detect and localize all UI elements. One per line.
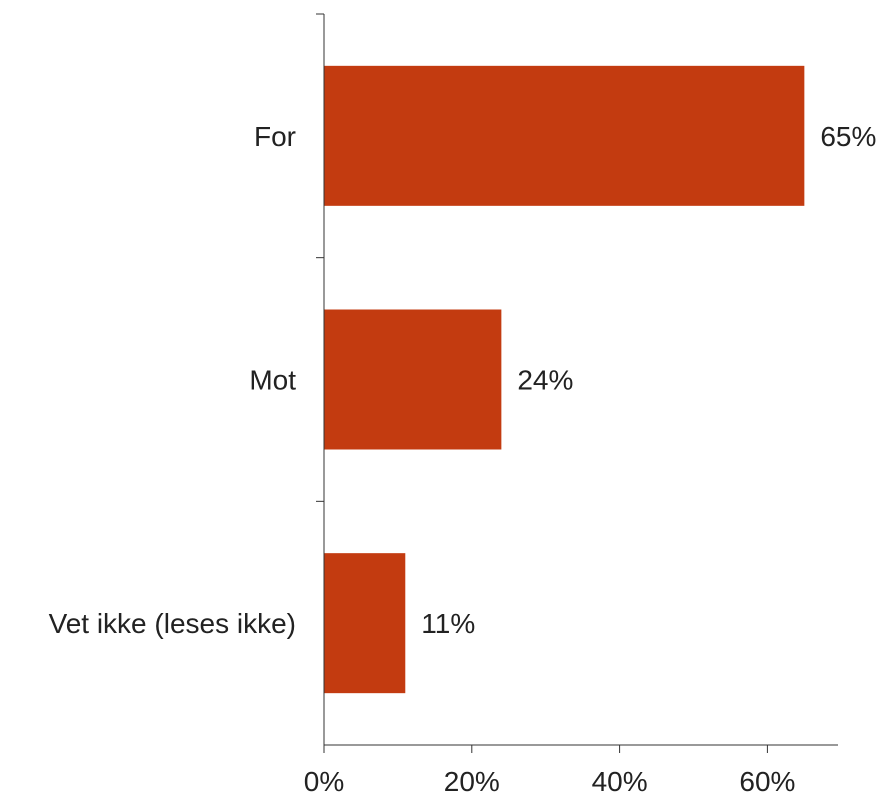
x-tick-label-3: 60% [739,766,795,797]
x-tick-label-1: 20% [444,766,500,797]
axes-group [323,14,838,746]
data-labels-group: 65% 24% 11% [421,121,876,639]
data-label-1: 65% [820,121,876,152]
data-label-2: 24% [517,365,573,396]
bar-3 [324,553,406,694]
category-labels-group: For Mot Vet ikke (leses ikke) [49,121,297,639]
ticks-group: 0% 20% 40% 60% [304,13,795,797]
x-tick-label-2: 40% [592,766,648,797]
category-label-1: For [254,121,296,152]
category-label-2: Mot [249,365,296,396]
bars-group [324,65,805,694]
data-label-3: 11% [421,608,475,639]
bar-2 [324,309,502,450]
x-tick-label-0: 0% [304,766,344,797]
bar-1 [324,65,805,206]
category-label-3: Vet ikke (leses ikke) [49,608,296,639]
